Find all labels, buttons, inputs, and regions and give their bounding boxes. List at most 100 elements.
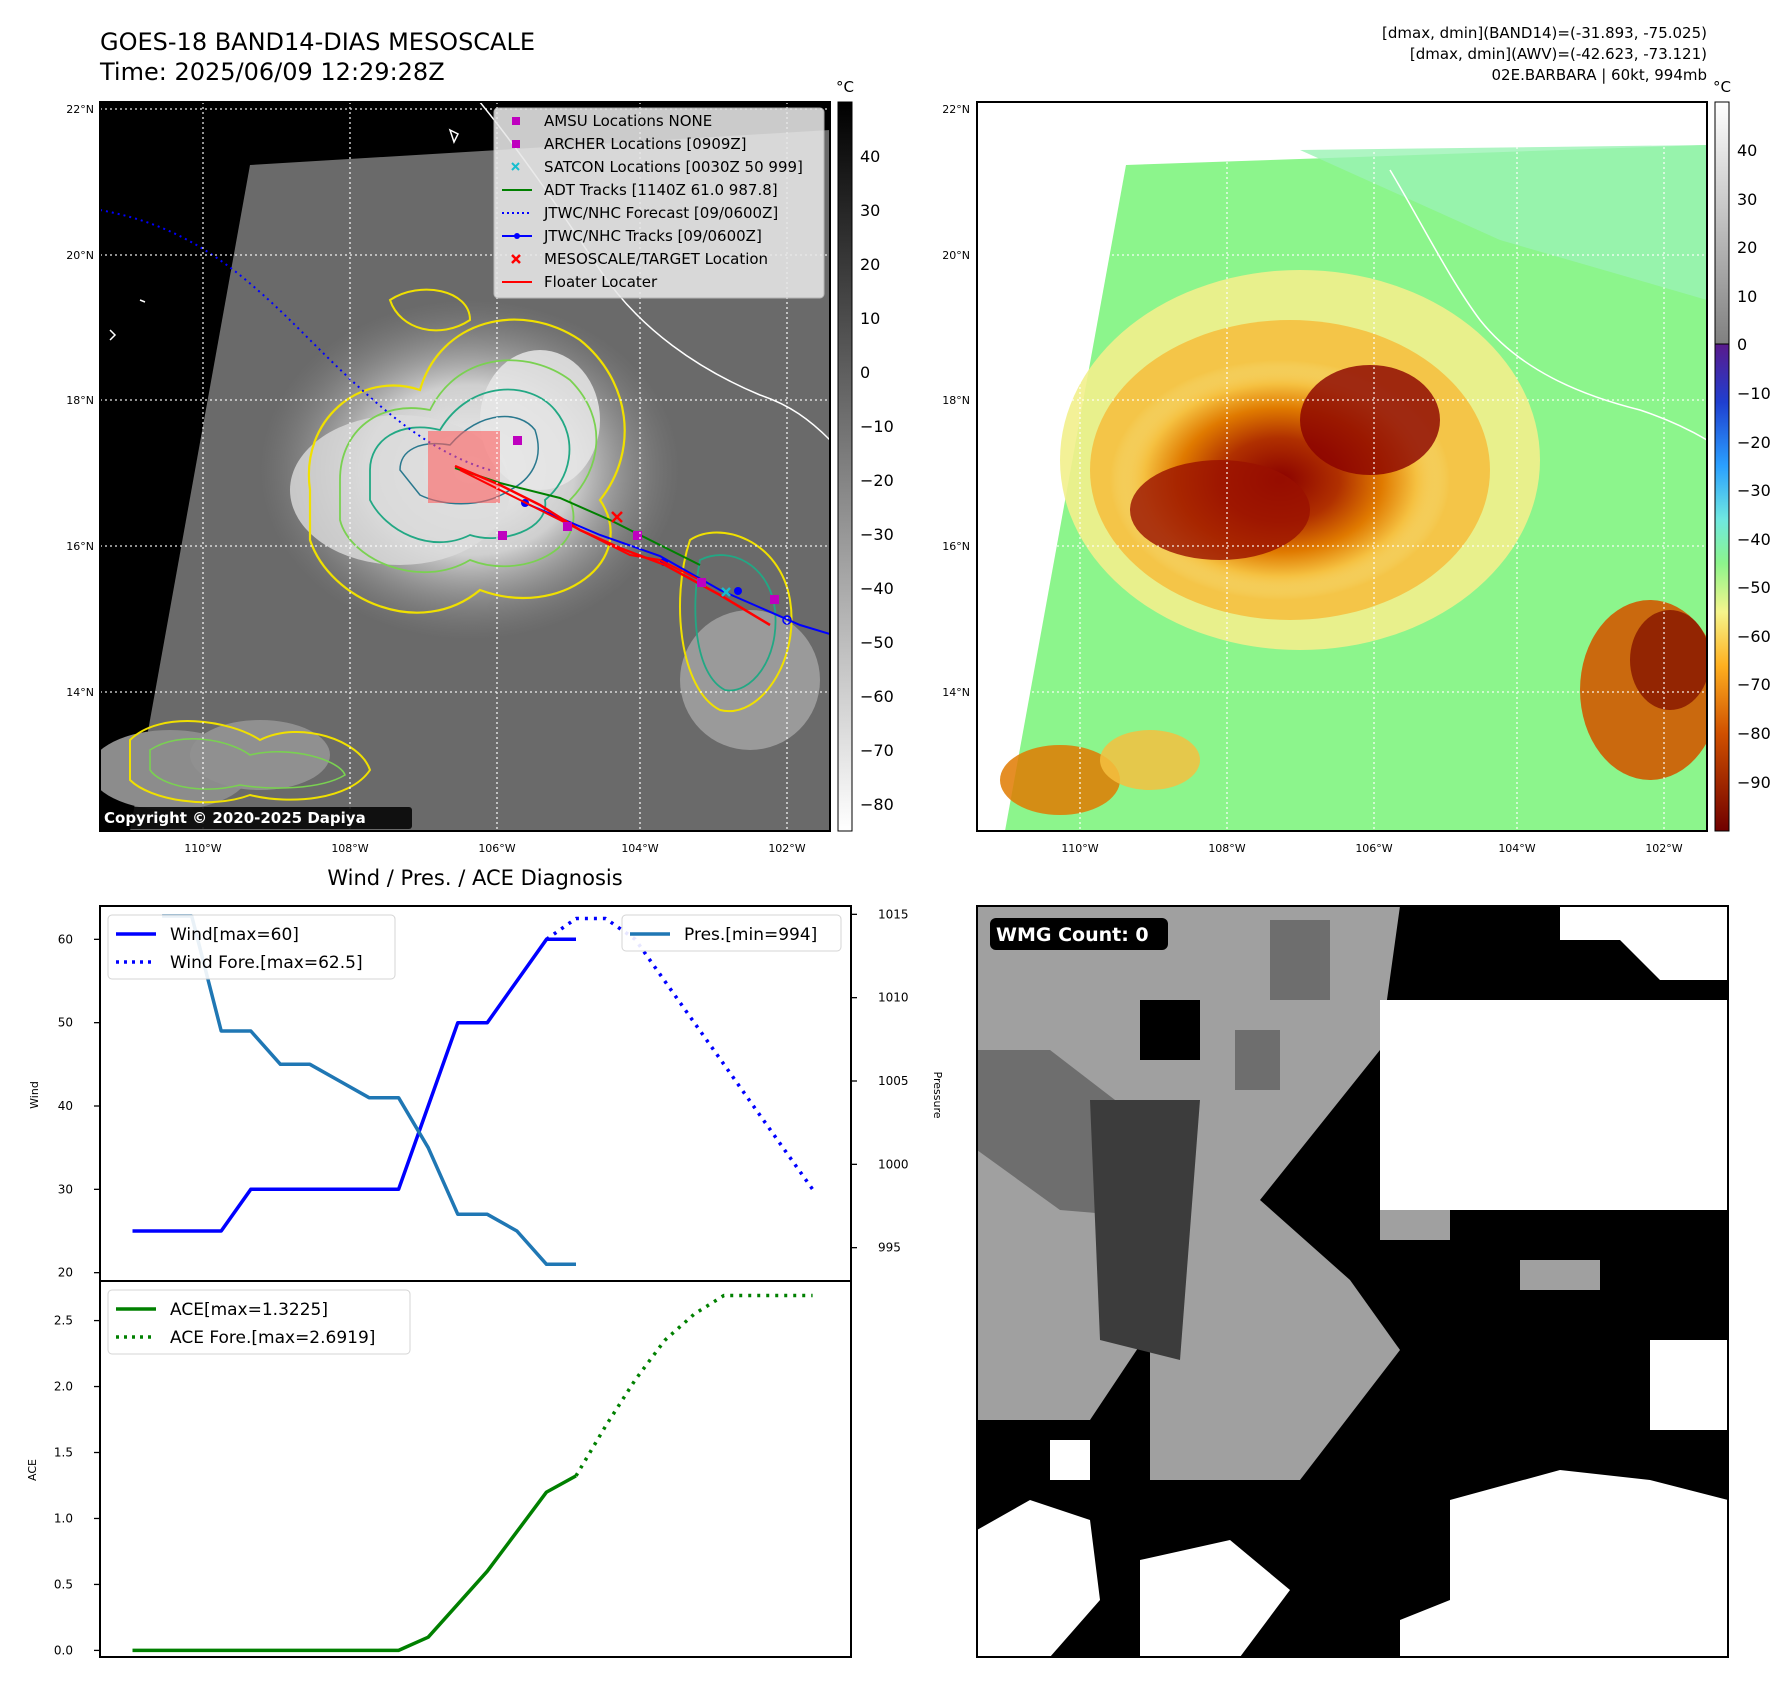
pressure-legend: Pres.[min=994]: [621, 914, 842, 952]
legend-marker-archer: [512, 140, 520, 148]
pressure-ticks: 1015 1010 1005 1000 995: [878, 907, 909, 1254]
pressure-tick: 1005: [878, 1074, 909, 1088]
cbar-tick: 20: [1737, 238, 1757, 257]
pressure-tick: 1010: [878, 991, 909, 1005]
colorbar-unit: °C: [836, 78, 854, 96]
storm-info: 02E.BARBARA | 60kt, 994mb: [1492, 66, 1707, 84]
legend-adt: ADT Tracks [1140Z 61.0 987.8]: [544, 181, 778, 199]
legend-wind-fore: Wind Fore.[max=62.5]: [170, 953, 363, 973]
ace-ticks: 2.5 2.0 1.5 1.0 0.5 0.0: [54, 1314, 73, 1658]
cbar-tick: 0: [860, 363, 870, 382]
gray-colorbar: °C 40 30 20 10 0 −10 −20 −30 −40 −50 −60…: [836, 78, 894, 832]
legend-mesoscale: MESOSCALE/TARGET Location: [544, 250, 768, 268]
ace-series: [132, 1293, 813, 1653]
cbar-tick: −70: [860, 741, 894, 760]
copyright-text: Copyright © 2020-2025 Dapiya: [104, 809, 366, 827]
copyright-badge: [100, 807, 412, 829]
cbar-tick: −20: [1737, 433, 1771, 452]
cbar-tick: −10: [1737, 384, 1771, 403]
mesoscale-box: [428, 431, 500, 503]
legend-archer: ARCHER Locations [0909Z]: [544, 135, 747, 153]
color-colorbar: °C 40 30 20 10 0 −10 −20 −30 −40 −50 −60…: [1713, 78, 1771, 832]
figure-title: GOES-18 BAND14-DIAS MESOSCALE: [100, 28, 535, 56]
lon-label: 104°W: [621, 842, 658, 855]
legend-amsu: AMSU Locations NONE: [544, 112, 712, 130]
ace-legend: ACE[max=1.3225] ACE Fore.[max=2.6919]: [107, 1289, 411, 1355]
ace-ylabel: ACE: [26, 1459, 39, 1481]
legend-ace-fore: ACE Fore.[max=2.6919]: [170, 1328, 375, 1348]
wind-legend: Wind[max=60] Wind Fore.[max=62.5]: [107, 914, 396, 980]
colorbar-unit: °C: [1713, 78, 1731, 96]
wind-tick: 20: [58, 1266, 73, 1280]
stats-awv: [dmax, dmin](AWV)=(-42.623, -73.121): [1410, 45, 1707, 63]
ace-line: [132, 1474, 577, 1653]
cbar-tick: −60: [1737, 627, 1771, 646]
cbar-tick: 10: [1737, 287, 1757, 306]
pressure-line: [162, 914, 576, 1267]
figure-time: Time: 2025/06/09 12:29:28Z: [99, 58, 445, 86]
lon-label: 108°W: [1208, 842, 1245, 855]
cbar-tick: 0: [1737, 335, 1747, 354]
wind-ticks: 60 50 40 30 20: [58, 932, 73, 1279]
pressure-tick: 1000: [878, 1157, 909, 1171]
lat-label: 22°N: [66, 103, 94, 116]
cbar-tick: −40: [860, 579, 894, 598]
lat-label: 14°N: [66, 686, 94, 699]
lon-label: 106°W: [478, 842, 515, 855]
jtwc-track: [524, 502, 830, 635]
cbar-tick: −90: [1737, 773, 1771, 792]
lat-label: 18°N: [66, 394, 94, 407]
ace-tick-marks: [94, 1319, 100, 1652]
cbar-tick: −40: [1737, 530, 1771, 549]
lon-label: 110°W: [1061, 842, 1098, 855]
ir-map-panel: 22°N 20°N 18°N 16°N 14°N 110°W 108°W 106…: [66, 78, 894, 855]
lon-label: 110°W: [184, 842, 221, 855]
lon-label: 102°W: [1645, 842, 1682, 855]
lat-label: 18°N: [942, 394, 970, 407]
cbar-tick: −80: [1737, 724, 1771, 743]
wmg-white-region: [1380, 1000, 1728, 1210]
cbar-tick: −50: [860, 633, 894, 652]
wind-tick-marks: [94, 938, 100, 1274]
lon-label: 102°W: [768, 842, 805, 855]
wmg-panel: WMG Count: 0: [976, 905, 1729, 1658]
cbar-tick: −80: [860, 795, 894, 814]
legend-forecast: JTWC/NHC Forecast [09/0600Z]: [543, 204, 778, 222]
color-lat-labels: 22°N 20°N 18°N 16°N 14°N: [942, 103, 970, 699]
diagnosis-panel: Wind / Pres. / ACE Diagnosis Wind Pressu…: [26, 866, 944, 1658]
cbar-tick: 40: [1737, 141, 1757, 160]
ace-tick: 1.0: [54, 1511, 73, 1525]
wmg-count: WMG Count: 0: [996, 924, 1149, 946]
wind-line: [132, 937, 576, 1233]
cbar-tick: −20: [860, 471, 894, 490]
legend-tracks: JTWC/NHC Tracks [09/0600Z]: [543, 227, 762, 245]
lat-label: 14°N: [942, 686, 970, 699]
diagnosis-title: Wind / Pres. / ACE Diagnosis: [327, 866, 622, 890]
cbar-tick: −30: [1737, 481, 1771, 500]
wmg-count-badge: [990, 918, 1168, 950]
legend-pressure: Pres.[min=994]: [684, 925, 817, 945]
cbar-tick: 30: [1737, 190, 1757, 209]
cbar-tick: −70: [1737, 675, 1771, 694]
legend-ace: ACE[max=1.3225]: [170, 1300, 328, 1320]
cbar-tick: 30: [860, 201, 880, 220]
ir-lat-labels: 22°N 20°N 18°N 16°N 14°N: [66, 103, 94, 699]
color-lon-labels: 110°W 108°W 106°W 104°W 102°W: [1061, 842, 1682, 855]
cbar-tick: −30: [860, 525, 894, 544]
map-legend: AMSU Locations NONE ARCHER Locations [09…: [493, 107, 825, 299]
lat-label: 16°N: [66, 540, 94, 553]
cbar-tick: −60: [860, 687, 894, 706]
stats-band14: [dmax, dmin](BAND14)=(-31.893, -75.025): [1382, 24, 1707, 42]
pressure-ylabel: Pressure: [931, 1072, 944, 1119]
lat-label: 20°N: [942, 249, 970, 262]
legend-wind: Wind[max=60]: [170, 925, 299, 945]
ace-tick: 0.0: [54, 1643, 73, 1657]
ace-tick: 2.5: [54, 1314, 73, 1328]
wind-tick: 60: [58, 932, 73, 946]
cbar-tick: 40: [860, 147, 880, 166]
lat-label: 22°N: [942, 103, 970, 116]
cbar-tick: 20: [860, 255, 880, 274]
lat-label: 16°N: [942, 540, 970, 553]
pressure-tick: 995: [878, 1241, 901, 1255]
legend-marker-mesoscale: [511, 254, 521, 264]
